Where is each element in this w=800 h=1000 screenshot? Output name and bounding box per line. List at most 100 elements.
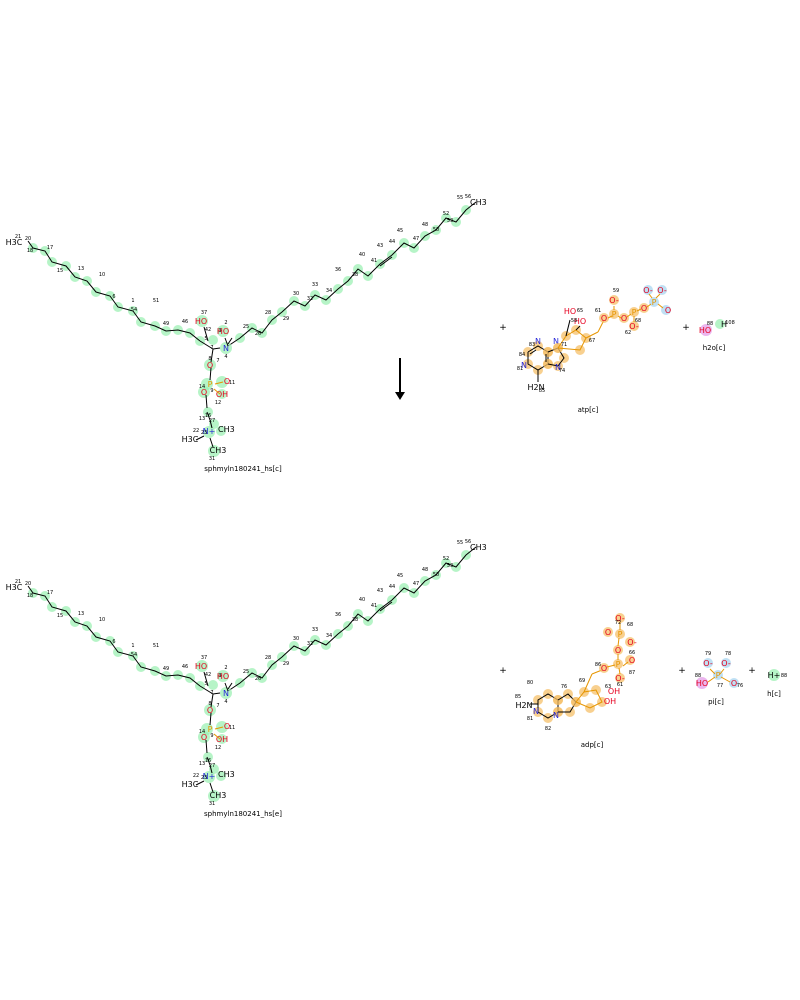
atom-index: 22 bbox=[193, 773, 199, 779]
atom-highlight bbox=[196, 660, 208, 672]
atom-index: 48 bbox=[422, 567, 428, 573]
phosphorus-label: P bbox=[618, 630, 623, 639]
oxygen-label: O- bbox=[615, 674, 625, 683]
bond bbox=[583, 673, 593, 693]
atom-highlight bbox=[729, 678, 739, 688]
atom-index: 55 bbox=[457, 195, 463, 201]
atom-highlight bbox=[629, 307, 639, 317]
atom-highlight bbox=[203, 771, 215, 783]
atom-index: 108 bbox=[725, 320, 735, 326]
atom-highlight bbox=[217, 389, 227, 399]
bond bbox=[205, 394, 208, 409]
hydroxyl-label: OH bbox=[216, 390, 228, 399]
atom-index: 13 bbox=[199, 761, 205, 767]
bond bbox=[203, 326, 209, 342]
atom-index: 36 bbox=[335, 267, 341, 273]
methyl-label: H3C bbox=[6, 238, 23, 247]
methyl-label: CH3 bbox=[218, 425, 235, 434]
atom-index: 3 bbox=[218, 673, 221, 679]
methyl-label: H3C bbox=[6, 583, 23, 592]
atom-index: 79 bbox=[705, 651, 711, 657]
atom-index: 23 bbox=[201, 775, 207, 781]
atom-highlight bbox=[615, 673, 625, 683]
atom-index: 76 bbox=[737, 683, 743, 689]
atom-index: 21 bbox=[15, 579, 21, 585]
atom-index: 2 bbox=[224, 320, 227, 326]
methyl-label: CH3 bbox=[470, 198, 487, 207]
atom-index: 71 bbox=[561, 342, 567, 348]
hydroxyl-label: HO bbox=[195, 662, 207, 671]
oxygen-label: O- bbox=[609, 296, 619, 305]
bond bbox=[195, 780, 205, 786]
atom-highlight bbox=[721, 658, 731, 668]
atom-highlight bbox=[613, 645, 623, 655]
atom-highlight bbox=[208, 680, 218, 690]
atom-index: 9 bbox=[210, 733, 213, 739]
atom-index: 85 bbox=[539, 388, 545, 394]
oxygen-label: O- bbox=[629, 322, 639, 331]
hydroxyl-label: HO bbox=[574, 317, 586, 326]
atom-index: 8 bbox=[208, 356, 211, 362]
atom-index: 26 bbox=[255, 676, 261, 682]
atom-index: 31 bbox=[209, 801, 215, 807]
atom-highlight bbox=[609, 295, 619, 305]
atom-index: 28 bbox=[265, 655, 271, 661]
atom-index: 56 bbox=[465, 194, 471, 200]
atom-index: 43 bbox=[377, 588, 383, 594]
atom-index: 18 bbox=[27, 248, 33, 254]
atom-highlight bbox=[615, 629, 625, 639]
oxygen-label: O- bbox=[703, 659, 713, 668]
atom-index: 82 bbox=[545, 726, 551, 732]
atom-index: 18 bbox=[27, 593, 33, 599]
atom-index: 49 bbox=[163, 666, 169, 672]
bond bbox=[617, 315, 622, 319]
oxygen-label: O bbox=[731, 679, 737, 688]
oxygen-label: O bbox=[629, 656, 635, 665]
methyl-label: H3C bbox=[182, 435, 199, 444]
atom-index: 5 bbox=[204, 681, 207, 687]
atom-index: 5 bbox=[204, 336, 207, 342]
oxygen-label: O bbox=[665, 306, 671, 315]
atom-index: 7 bbox=[216, 703, 219, 709]
atom-index: 11 bbox=[229, 380, 235, 386]
amine-label: H2N bbox=[527, 383, 544, 392]
atom-index: 3 bbox=[218, 328, 221, 334]
oxygen-label: O bbox=[224, 377, 230, 386]
atom-highlight bbox=[208, 445, 220, 457]
atom-index: 15 bbox=[57, 613, 63, 619]
compound-label: sphmyln180241_hs[e] bbox=[204, 810, 282, 818]
sphingosine-chain bbox=[27, 585, 201, 687]
oxygen-label: O bbox=[201, 733, 207, 742]
bond bbox=[206, 411, 211, 421]
atom-index: 16 bbox=[205, 413, 211, 419]
hydroxyl-label: HO bbox=[195, 317, 207, 326]
atom-index: 20 bbox=[25, 581, 31, 587]
bond bbox=[575, 325, 581, 331]
atom-index: 36 bbox=[335, 612, 341, 618]
ribose-ring bbox=[575, 689, 603, 709]
atom-index: 80 bbox=[527, 680, 533, 686]
atom-highlight bbox=[203, 407, 213, 417]
atom-index: 37 bbox=[201, 655, 207, 661]
bond bbox=[719, 668, 725, 675]
phosphorus-label: P bbox=[208, 725, 213, 734]
atom-index: 12 bbox=[215, 400, 221, 406]
methyl-label: H3C bbox=[182, 780, 199, 789]
atom-highlight bbox=[196, 315, 208, 327]
atom-index: 4 bbox=[224, 354, 227, 360]
quaternary-nitrogen-label: N+ bbox=[203, 772, 216, 781]
atom-highlight bbox=[203, 426, 215, 438]
atom-index: 29 bbox=[283, 661, 289, 667]
oxygen-label: O- bbox=[615, 614, 625, 623]
arrow-head bbox=[395, 392, 405, 400]
atom-index: 30 bbox=[293, 636, 299, 642]
hydroxyl-label: HO bbox=[564, 307, 576, 316]
phosphorus-label: P bbox=[652, 298, 657, 307]
bond bbox=[636, 308, 642, 312]
atom-index: 20 bbox=[25, 236, 31, 242]
nitrogen-label: N bbox=[553, 711, 559, 720]
double-bond bbox=[379, 601, 393, 612]
bond bbox=[224, 682, 229, 692]
fatty-acyl-chain bbox=[227, 201, 477, 347]
atom-index: 6 bbox=[112, 294, 115, 300]
